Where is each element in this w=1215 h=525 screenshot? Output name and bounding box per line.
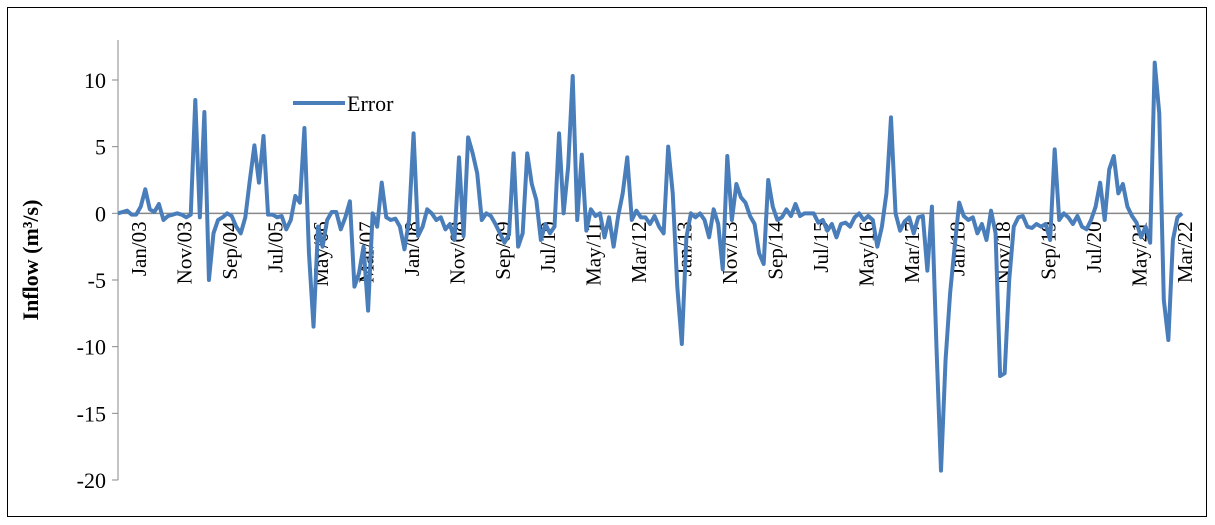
y-tick-label: -15	[77, 401, 106, 426]
chart-border	[7, 7, 1207, 517]
x-tick-label: Sep/14	[764, 221, 788, 280]
y-tick-label: -10	[77, 335, 106, 360]
x-tick-label: Nov/03	[172, 221, 196, 284]
y-tick-label: -20	[77, 468, 106, 493]
y-tick-label: 5	[95, 135, 106, 160]
legend-label: Error	[347, 91, 394, 116]
y-tick-label: 0	[95, 201, 106, 226]
series-line	[117, 60, 1184, 473]
x-tick-label: Jan/03	[127, 221, 151, 276]
x-tick-label: Jul/05	[263, 221, 287, 272]
y-tick-label: -5	[88, 268, 106, 293]
y-tick-label: 10	[84, 68, 106, 93]
x-tick-label: Mar/22	[1173, 221, 1197, 283]
x-tick-label: Mar/12	[627, 221, 651, 283]
y-axis-label: Inflow (m³/s)	[18, 200, 43, 321]
